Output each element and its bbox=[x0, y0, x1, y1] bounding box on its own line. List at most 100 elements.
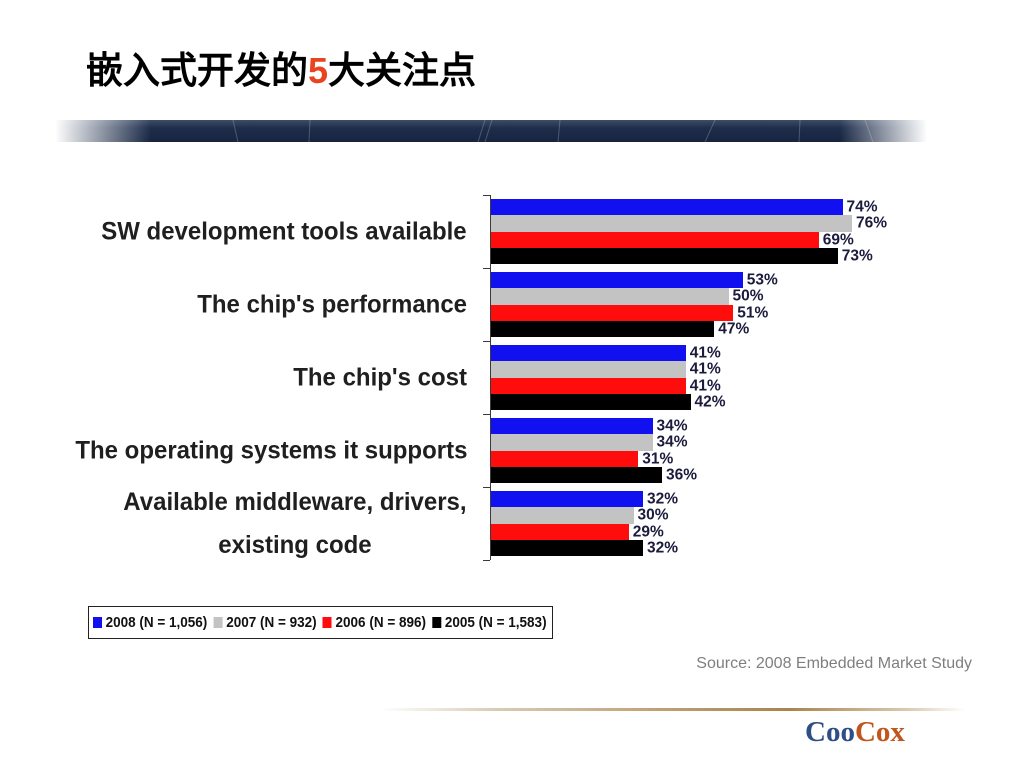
value-label: 34% bbox=[656, 433, 688, 451]
bar bbox=[491, 288, 729, 305]
value-number: 76 bbox=[856, 214, 874, 232]
value-label: 29% bbox=[633, 524, 664, 540]
value-unit: % bbox=[764, 271, 778, 289]
category-label: The chip's performance bbox=[197, 290, 467, 318]
value-unit: % bbox=[863, 198, 878, 216]
value-number: 36 bbox=[666, 466, 684, 484]
value-number: 34 bbox=[656, 417, 674, 435]
legend-label: 2006 (N = 896) bbox=[335, 614, 426, 631]
legend-item: 2006 (N = 896) bbox=[322, 614, 426, 631]
bar bbox=[491, 466, 662, 483]
source-note: Source: 2008 Embedded Market Study bbox=[696, 655, 972, 672]
value-number: 41 bbox=[689, 344, 707, 362]
value-unit: % bbox=[650, 522, 664, 540]
title-suffix: 大关注点 bbox=[328, 49, 477, 92]
value-label: 42% bbox=[695, 394, 726, 410]
value-label: 73% bbox=[842, 248, 873, 264]
value-label: 41% bbox=[689, 360, 721, 378]
legend-item: 2007 (N = 932) bbox=[213, 614, 317, 631]
bar bbox=[491, 304, 734, 321]
legend-swatch bbox=[213, 617, 223, 628]
category-label: The chip's cost bbox=[293, 363, 467, 391]
title-prefix: 嵌入式开发的 bbox=[86, 49, 308, 92]
value-unit: % bbox=[707, 376, 721, 394]
bar bbox=[491, 418, 653, 435]
axis-tick bbox=[483, 414, 490, 415]
bar bbox=[491, 231, 819, 248]
value-unit: % bbox=[754, 303, 769, 321]
bar-chart: SW development tools available 74% 76% 69% 7… bbox=[75, 195, 888, 561]
legend-label: 2005 (N = 1,583) bbox=[444, 614, 547, 631]
value-label: 32% bbox=[647, 491, 678, 507]
value-label: 41% bbox=[690, 378, 721, 394]
banner-texture bbox=[232, 120, 874, 142]
bar bbox=[491, 215, 852, 232]
value-unit: % bbox=[707, 344, 721, 362]
value-number: 29 bbox=[632, 522, 650, 540]
title-highlight-number: 5 bbox=[308, 50, 329, 91]
bar bbox=[491, 450, 639, 467]
bar bbox=[491, 361, 686, 378]
value-number: 47 bbox=[718, 320, 736, 338]
axis-tick bbox=[483, 560, 490, 561]
legend-swatch bbox=[432, 617, 442, 628]
value-unit: % bbox=[664, 539, 679, 557]
bar bbox=[491, 247, 838, 264]
value-label: 32% bbox=[647, 540, 678, 556]
value-number: 73 bbox=[841, 247, 859, 265]
value-number: 32 bbox=[647, 490, 665, 508]
logo-text-coo: Coo bbox=[805, 716, 855, 748]
value-unit: % bbox=[654, 506, 669, 524]
logo-text-cox: Cox bbox=[854, 716, 905, 748]
value-number: 74 bbox=[846, 198, 864, 216]
value-unit: % bbox=[711, 393, 726, 411]
value-number: 34 bbox=[656, 433, 674, 451]
value-number: 41 bbox=[689, 376, 707, 394]
value-number: 41 bbox=[689, 360, 707, 378]
value-number: 53 bbox=[746, 271, 764, 289]
value-label: 51% bbox=[737, 305, 768, 321]
axis-tick bbox=[483, 341, 490, 342]
value-label: 34% bbox=[657, 418, 688, 434]
value-label: 50% bbox=[732, 287, 764, 305]
value-unit: % bbox=[707, 360, 721, 378]
legend-swatch bbox=[93, 617, 102, 628]
legend-item: 2008 (N = 1,056) bbox=[93, 615, 207, 630]
value-number: 50 bbox=[732, 287, 750, 305]
category-label: Available middleware, drivers, existing … bbox=[123, 487, 467, 559]
slide-title: 嵌入式开发的5大关注点 bbox=[86, 47, 476, 95]
legend-item: 2005 (N = 1,583) bbox=[432, 614, 547, 631]
bar bbox=[491, 491, 643, 508]
value-unit: % bbox=[683, 466, 698, 484]
y-axis-line bbox=[490, 195, 491, 560]
axis-tick bbox=[483, 268, 490, 269]
value-unit: % bbox=[673, 417, 688, 435]
value-number: 42 bbox=[694, 393, 712, 411]
value-label: 53% bbox=[747, 272, 778, 288]
bar bbox=[491, 272, 743, 289]
axis-tick bbox=[483, 195, 490, 196]
title-banner bbox=[55, 120, 927, 142]
bar bbox=[491, 507, 634, 524]
bar bbox=[491, 523, 629, 540]
bar bbox=[491, 434, 653, 451]
value-number: 51 bbox=[737, 303, 755, 321]
footer-divider bbox=[380, 708, 965, 711]
value-unit: % bbox=[873, 214, 888, 232]
value-label: 41% bbox=[690, 345, 721, 361]
value-number: 30 bbox=[637, 506, 655, 524]
coocox-logo: CooCox bbox=[805, 715, 905, 749]
legend-swatch bbox=[322, 617, 332, 628]
legend-items: 2008 (N = 1,056) 2007 (N = 932) 2006 (N = … bbox=[93, 607, 553, 638]
category-label: SW development tools available bbox=[101, 217, 467, 245]
value-number: 69 bbox=[822, 230, 840, 248]
bar bbox=[491, 345, 686, 362]
value-number: 31 bbox=[642, 449, 660, 467]
legend-label: 2008 (N = 1,056) bbox=[105, 614, 208, 631]
legend-label: 2007 (N = 932) bbox=[226, 614, 317, 631]
value-label: 69% bbox=[823, 232, 854, 248]
bar bbox=[491, 377, 686, 394]
value-unit: % bbox=[673, 433, 688, 451]
value-label: 36% bbox=[666, 467, 697, 483]
value-label: 74% bbox=[847, 199, 878, 215]
